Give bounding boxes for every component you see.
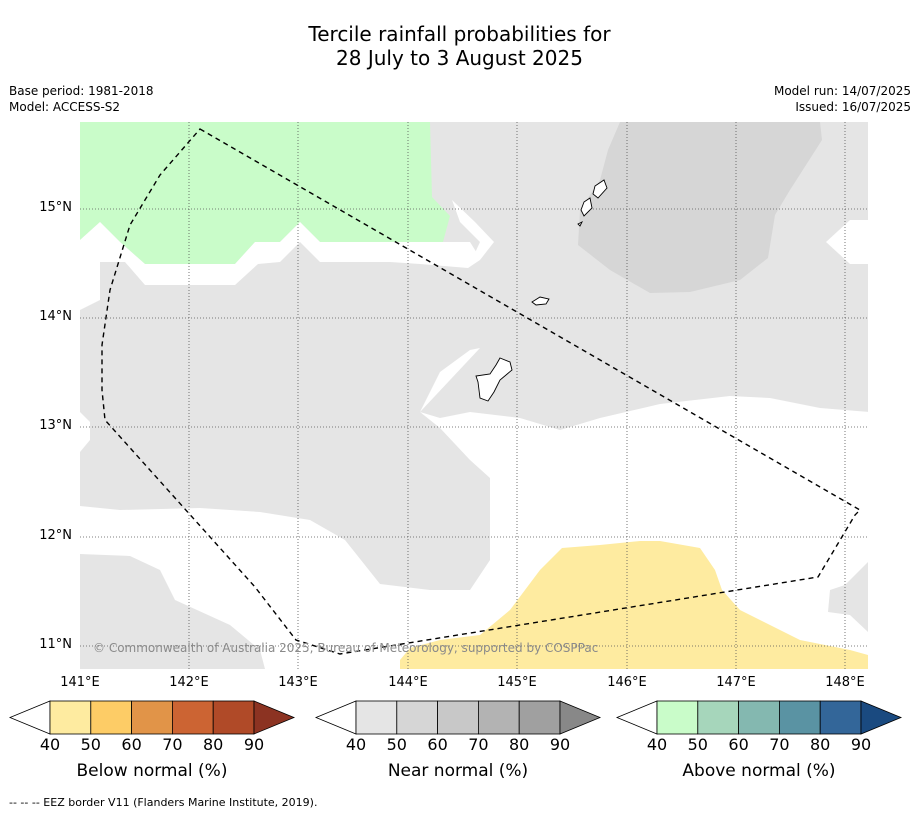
colorbar-title: Near normal (%) <box>387 761 529 781</box>
colorbar-below-normal <box>8 700 296 735</box>
colorbar-title: Below normal (%) <box>76 761 228 781</box>
near-normal-region-right-bottom <box>828 562 868 632</box>
colorbar-tick-label: 50 <box>80 735 101 754</box>
lon-label: 143°E <box>278 675 318 690</box>
colorbar-extend-high <box>860 700 903 735</box>
colorbar-tick-label: 80 <box>203 735 224 754</box>
colorbar-tick-label: 90 <box>549 735 571 754</box>
issued-date: Issued: 16/07/2025 <box>795 100 911 114</box>
colorbar-title: Above normal (%) <box>682 761 836 781</box>
lat-label: 12°N <box>39 528 72 543</box>
meta-right: Model run: 14/07/2025 Issued: 16/07/2025 <box>774 83 911 115</box>
colorbar-segment <box>171 700 214 735</box>
lat-label: 15°N <box>39 200 72 215</box>
copyright-text: © Commonwealth of Australia 2025, Bureau… <box>93 641 599 655</box>
colorbar-segment <box>738 700 780 735</box>
colorbar-segment <box>779 700 821 735</box>
colorbar-segment <box>518 700 561 735</box>
island-rota <box>531 296 550 306</box>
colorbar-extend-high <box>253 700 296 735</box>
colorbar-tick-label: 40 <box>646 735 668 754</box>
lon-gridlines <box>188 122 846 669</box>
colorbar-near-normal <box>314 700 602 735</box>
white-patch-left-edge <box>80 412 90 452</box>
colorbar-tick-label: 50 <box>386 735 407 754</box>
title-line-2: 28 July to 3 August 2025 <box>336 46 583 70</box>
model-run: Model run: 14/07/2025 <box>773 84 911 98</box>
islands <box>475 179 608 402</box>
white-patch-right <box>826 220 868 264</box>
white-patch-top-mid <box>452 200 494 268</box>
colorbar-segment <box>656 700 699 735</box>
eez-footnote: -- -- -- EEZ border V11 (Flanders Marine… <box>9 796 318 809</box>
lon-label: 141°E <box>60 675 100 690</box>
colorbar-extend-low <box>615 700 658 735</box>
colorbar-tick-label: 70 <box>769 735 790 754</box>
colorbar-segment <box>49 700 92 735</box>
colorbar-tick-label: 70 <box>162 735 183 754</box>
colorbar-above-normal <box>615 700 903 735</box>
colorbar-tick-label: 40 <box>345 735 367 754</box>
lon-label: 148°E <box>825 675 865 690</box>
colorbar-extend-high <box>559 700 602 735</box>
colorbar-segment <box>212 700 255 735</box>
colorbar-segment <box>697 700 739 735</box>
colorbar-tick-label: 50 <box>687 735 708 754</box>
title-line-1: Tercile rainfall probabilities for <box>308 22 611 46</box>
island-tinian <box>580 197 593 217</box>
colorbar-tick-label: 90 <box>850 735 872 754</box>
near-normal-region-left-bottom <box>80 554 265 669</box>
lon-label: 144°E <box>388 675 428 690</box>
colorbar-tick-label: 70 <box>468 735 489 754</box>
colorbar-tick-label: 60 <box>121 735 142 754</box>
colorbar-segment <box>477 700 520 735</box>
island-aguijan <box>577 220 584 227</box>
colorbar-tick-label: 60 <box>728 735 749 754</box>
colorbar-segment <box>437 700 479 735</box>
lat-gridlines <box>80 208 868 647</box>
colorbar-tick-label: 60 <box>427 735 448 754</box>
near-normal-dark-region <box>578 122 822 293</box>
eez-border <box>101 128 862 655</box>
above-normal-region <box>80 122 450 264</box>
lon-label: 145°E <box>497 675 537 690</box>
colorbar-segment <box>131 700 173 735</box>
colorbar-extend-low <box>8 700 51 735</box>
chart-title: Tercile rainfall probabilities for 28 Ju… <box>0 22 919 70</box>
colorbar-tick-label: 80 <box>509 735 530 754</box>
lat-label: 11°N <box>39 637 72 652</box>
lon-label: 146°E <box>607 675 647 690</box>
island-saipan <box>592 179 608 199</box>
colorbar-tick-label: 90 <box>243 735 265 754</box>
colorbar-extend-low <box>314 700 357 735</box>
white-patch-left <box>80 222 480 310</box>
lat-label: 14°N <box>39 309 72 324</box>
model-name: Model: ACCESS-S2 <box>9 100 121 114</box>
lon-label: 147°E <box>716 675 756 690</box>
colorbar-tick-label: 40 <box>39 735 61 754</box>
island-guam <box>475 357 513 402</box>
lon-label: 142°E <box>169 675 209 690</box>
below-normal-region <box>400 541 868 669</box>
base-period: Base period: 1981-2018 <box>9 84 154 98</box>
colorbar-tick-label: 80 <box>810 735 831 754</box>
lat-label: 13°N <box>39 418 72 433</box>
colorbar-segment <box>355 700 398 735</box>
colorbar-segment <box>90 700 133 735</box>
colorbar-segment <box>396 700 438 735</box>
colorbar-segment <box>819 700 862 735</box>
meta-left: Base period: 1981-2018 Model: ACCESS-S2 <box>9 83 154 115</box>
